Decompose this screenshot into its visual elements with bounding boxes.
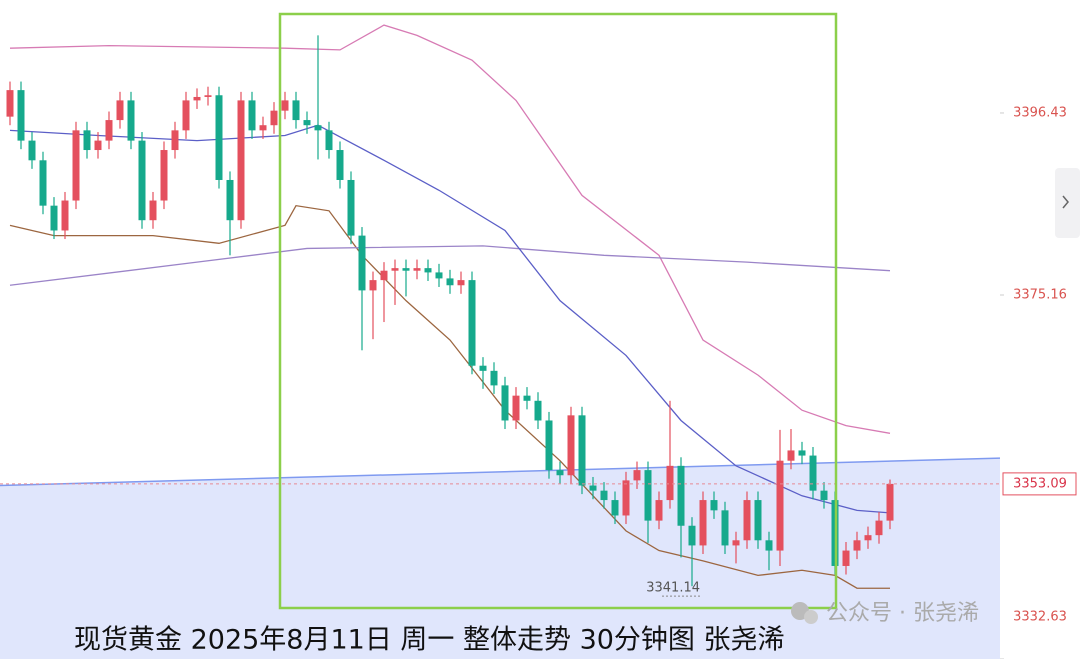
candle-body — [622, 480, 630, 516]
candle-body — [358, 235, 366, 291]
last-price-label: 3353.09 — [1013, 476, 1067, 491]
candle-body — [369, 280, 377, 291]
candle-body — [655, 500, 663, 521]
candle-body — [237, 100, 245, 221]
candle-body — [160, 150, 168, 201]
y-tick-label: 3332.63 — [1013, 610, 1067, 625]
candle-body — [864, 535, 872, 541]
candle-body — [556, 470, 564, 476]
candle-body — [28, 140, 36, 161]
candle-body — [512, 395, 520, 421]
candle-body — [413, 268, 421, 271]
plot-area: 3341.14 — [0, 24, 1001, 659]
candle-body — [347, 179, 355, 236]
candle-body — [94, 140, 102, 151]
candle-body — [446, 278, 454, 286]
candle-body — [204, 95, 212, 97]
candle-body — [787, 450, 795, 461]
candle-body — [578, 415, 586, 486]
candle-body — [886, 483, 894, 521]
candle-body — [853, 540, 861, 551]
candle-body — [149, 200, 157, 221]
y-tick-label: 3396.43 — [1013, 105, 1067, 120]
candle-body — [633, 470, 641, 481]
candle-body — [534, 400, 542, 421]
trend-line — [0, 457, 1001, 487]
candle-body — [39, 160, 47, 206]
candle-body — [754, 500, 762, 541]
candle-body — [457, 280, 465, 286]
last-price-tag — [1002, 472, 1077, 496]
candle-body — [138, 140, 146, 221]
candle-body — [61, 200, 69, 231]
candle-body — [644, 470, 652, 521]
candle-body — [820, 490, 828, 501]
candle-body — [611, 500, 619, 516]
candle-body — [303, 120, 311, 126]
candle-body — [248, 100, 256, 131]
candle-body — [270, 110, 278, 126]
indicator-line — [9, 24, 891, 434]
candle-body — [523, 395, 531, 401]
candle-body — [391, 268, 399, 271]
candle-body — [292, 100, 300, 121]
watermark-text: 公众号 · 张尧浠 — [826, 601, 979, 626]
candle-body — [468, 280, 476, 366]
candle-body — [732, 540, 740, 546]
candle-body — [809, 455, 817, 491]
candle-body — [490, 370, 498, 386]
candle-body — [842, 550, 850, 566]
candle-body — [600, 490, 608, 501]
watermark: 公众号 · 张尧浠 — [791, 601, 979, 626]
candle-body — [83, 130, 91, 151]
price-axis — [1000, 0, 1080, 659]
candle-body — [567, 415, 575, 476]
candle-body — [765, 540, 773, 551]
candle-body — [182, 100, 190, 131]
candle-body — [501, 385, 509, 421]
candle-body — [776, 460, 784, 551]
wechat-icon — [804, 610, 818, 624]
candle-body — [677, 465, 685, 526]
candle-body — [325, 130, 333, 151]
candle-body — [402, 268, 410, 271]
highlight-box — [278, 12, 838, 610]
candle-body — [666, 465, 674, 501]
candle-body — [336, 150, 344, 180]
expand-button[interactable] — [1055, 168, 1080, 238]
candle-body — [688, 525, 696, 546]
candle-body — [116, 100, 124, 121]
candle-body — [699, 500, 707, 546]
candle-body — [226, 179, 234, 221]
y-tick-label: 3375.16 — [1013, 288, 1067, 303]
candle-body — [479, 365, 487, 371]
candle-body — [424, 268, 432, 273]
candle-body — [6, 90, 14, 117]
candle-body — [193, 96, 201, 101]
candle-body — [721, 510, 729, 546]
candle-body — [314, 125, 322, 131]
chevron-icon[interactable] — [1062, 195, 1069, 209]
candle-body — [435, 272, 443, 279]
candle-body — [17, 90, 25, 141]
candle-body — [281, 100, 289, 111]
candle-body — [72, 130, 80, 201]
candle-body — [171, 130, 179, 151]
low-label: 3341.14 — [646, 581, 700, 596]
candle-body — [105, 120, 113, 141]
candle-body — [875, 520, 883, 536]
candle-body — [798, 450, 806, 456]
candle-body — [589, 485, 597, 491]
candle-body — [710, 500, 718, 511]
candle-body — [380, 270, 388, 281]
candle-body — [215, 95, 223, 180]
chart-title: 现货黄金 2025年8月11日 周一 整体走势 30分钟图 张尧浠 — [74, 625, 785, 656]
candle-body — [545, 420, 553, 471]
candle-body — [50, 205, 58, 231]
candle-body — [743, 500, 751, 541]
candle-body — [259, 125, 267, 131]
indicator-line — [9, 245, 891, 286]
candle-body — [127, 100, 135, 141]
